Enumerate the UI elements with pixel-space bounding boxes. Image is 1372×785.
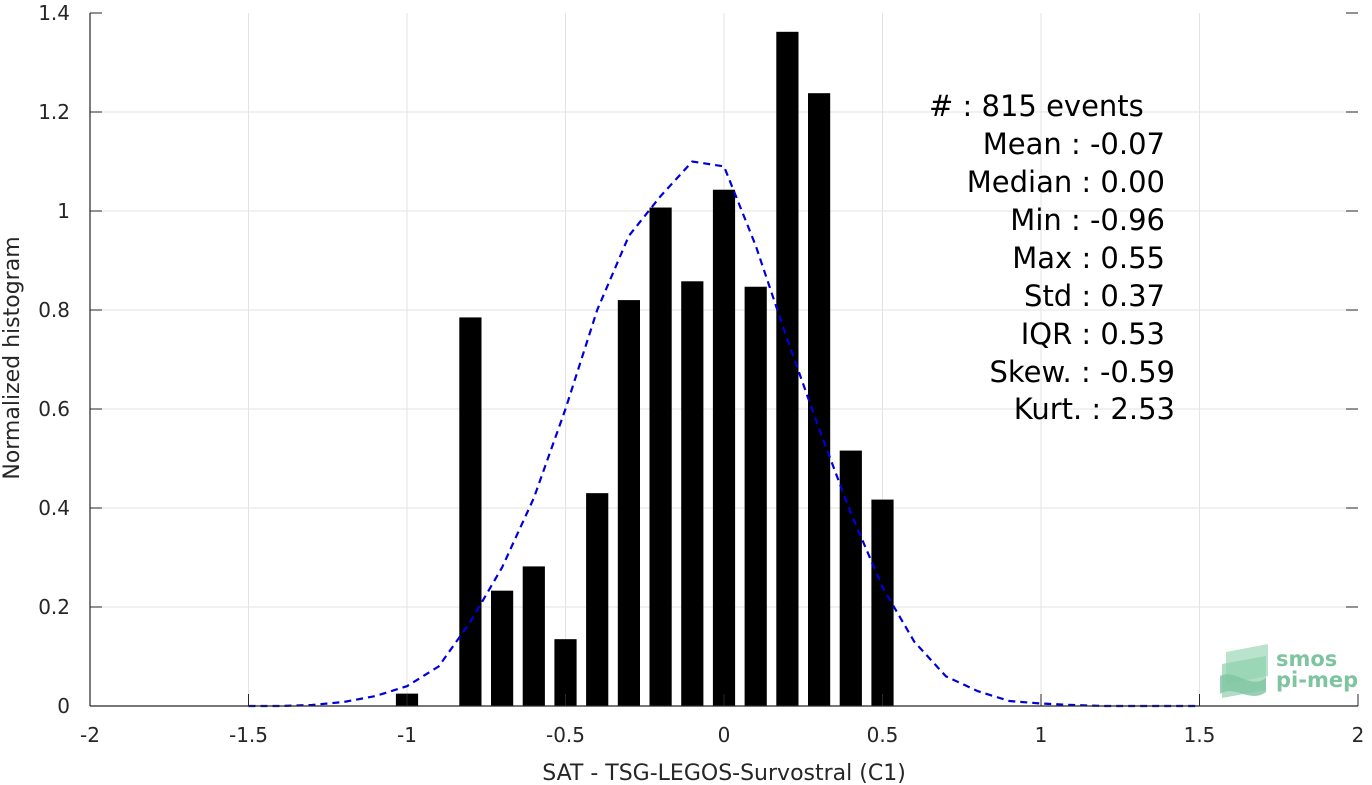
histogram-bar [522,566,545,706]
stat-iqr: IQR : 0.53 [1021,317,1165,351]
histogram-bar [808,93,831,706]
y-tick-label: 1.2 [38,100,70,124]
stat-skew: Skew. : -0.59 [989,355,1175,389]
stat-kurt: Kurt. : 2.53 [1014,392,1175,426]
y-tick-labels: 0 0.2 0.4 0.6 0.8 1 1.2 1.4 [38,1,70,718]
histogram-bar [839,450,862,706]
stat-min: Min : -0.96 [1010,203,1165,237]
histogram-bar [776,31,799,707]
stats-annotation: # : 815 events Mean : -0.07 Median : 0.0… [929,89,1175,426]
histogram-bar [586,493,609,706]
y-tick-label: 0.8 [38,298,70,322]
smos-pimep-logo: smos pi-mep [1220,644,1358,698]
histogram-bar [649,207,672,706]
histogram-bar [617,300,640,706]
y-axis-label: Normalized histogram [0,236,25,479]
x-tick-label: -1 [397,723,417,747]
histogram-bar [712,189,736,707]
y-tick-label: 1.4 [38,1,70,25]
x-tick-label: 2 [1352,723,1365,747]
fit-curve [248,160,1200,708]
histogram-bar [491,590,514,706]
y-tick-label: 0 [57,694,70,718]
histogram-bar [554,639,577,706]
x-tick-labels: -2 -1.5 -1 -0.5 0 0.5 1 1.5 2 [80,723,1364,747]
gaussian-fit-line [248,160,1200,708]
stat-median: Median : 0.00 [967,165,1165,199]
logo-line2: pi-mep [1276,668,1358,692]
x-tick-label: 0 [718,723,731,747]
y-tick-label: 0.6 [38,397,70,421]
stat-count: # : 815 events [929,89,1144,123]
y-tick-label: 0.2 [38,595,70,619]
x-axis-label: SAT - TSG-LEGOS-Survostral (C1) [542,761,906,785]
logo-waves-icon [1220,644,1268,698]
x-tick-label: -2 [80,723,100,747]
histogram-bar [744,286,767,706]
x-tick-label: -0.5 [546,723,585,747]
axes [89,12,1359,707]
histogram-bar [459,317,482,706]
x-tick-label: 1.5 [1184,723,1216,747]
histogram-bar [681,281,704,706]
stat-std: Std : 0.37 [1024,279,1165,313]
y-tick-label: 1 [57,199,70,223]
x-tick-label: -1.5 [229,723,268,747]
bars [395,31,894,707]
x-tick-label: 0.5 [867,723,899,747]
y-tick-label: 0.4 [38,496,70,520]
stat-max: Max : 0.55 [1012,241,1165,275]
stat-mean: Mean : -0.07 [983,127,1165,161]
x-tick-label: 1 [1035,723,1048,747]
logo-line1: smos [1276,647,1337,671]
histogram-bar [871,499,894,706]
